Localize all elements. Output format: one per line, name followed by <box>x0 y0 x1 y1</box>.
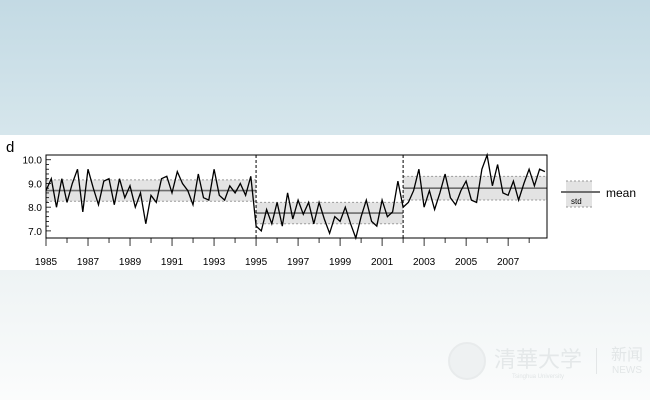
y-tick-label: 7.0 <box>28 227 42 238</box>
data-series-line <box>45 152 546 241</box>
x-tick-label: 1995 <box>245 257 268 268</box>
panel-label: d <box>6 139 14 156</box>
y-tick-label: 8.0 <box>28 203 42 214</box>
x-tick-label: 1985 <box>35 257 58 268</box>
plot-frame <box>45 154 548 239</box>
legend-std-swatch <box>566 181 592 207</box>
legend-mean-label: mean <box>606 186 636 200</box>
watermark-news-en: NEWS <box>612 364 643 376</box>
watermark-cn: 清華大学 <box>494 348 583 373</box>
y-tick-label: 10.0 <box>23 156 43 167</box>
university-seal-icon <box>448 342 486 380</box>
legend: mean std <box>561 180 636 208</box>
watermark-en: Tsinghua University <box>511 374 565 380</box>
legend-std-label: std <box>571 197 582 206</box>
x-tick-label: 2003 <box>413 257 436 268</box>
watermark-divider <box>596 348 598 374</box>
x-tick-label: 1999 <box>329 257 352 268</box>
x-tick-label: 1997 <box>287 257 310 268</box>
x-tick-label: 1991 <box>161 257 184 268</box>
x-tick-label: 2007 <box>497 257 520 268</box>
y-tick-label: 9.0 <box>28 179 42 190</box>
x-tick-label: 1987 <box>77 257 100 268</box>
x-tick-label: 1989 <box>119 257 142 268</box>
x-tick-label: 1993 <box>203 257 226 268</box>
watermark-news-cn: 新闻 <box>611 346 644 364</box>
x-tick-label: 2005 <box>455 257 478 268</box>
tsinghua-news-watermark: 清華大学 Tsinghua University 新闻 NEWS <box>448 342 643 380</box>
x-tick-label: 2001 <box>371 257 394 268</box>
